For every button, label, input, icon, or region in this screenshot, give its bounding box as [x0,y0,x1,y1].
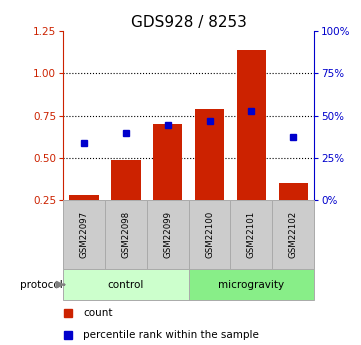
Text: GSM22101: GSM22101 [247,211,256,258]
Text: GSM22100: GSM22100 [205,211,214,258]
Text: GSM22097: GSM22097 [79,211,88,258]
Text: GSM22102: GSM22102 [289,211,298,258]
Bar [147,200,188,269]
Text: protocol: protocol [19,280,62,289]
Bar [237,50,266,200]
Bar [279,183,308,200]
Bar [63,269,188,300]
Title: GDS928 / 8253: GDS928 / 8253 [131,15,247,30]
Text: count: count [83,308,113,318]
Bar [188,269,314,300]
Bar [153,124,182,200]
Bar [69,195,99,200]
Text: GSM22099: GSM22099 [163,211,172,258]
Text: control: control [108,280,144,289]
Text: GSM22098: GSM22098 [121,211,130,258]
Text: microgravity: microgravity [218,280,284,289]
Bar [188,200,230,269]
Bar [63,200,105,269]
Bar [111,159,140,200]
Bar [105,200,147,269]
Bar [230,200,272,269]
Bar [272,200,314,269]
Text: percentile rank within the sample: percentile rank within the sample [83,330,259,340]
Bar [195,109,224,200]
